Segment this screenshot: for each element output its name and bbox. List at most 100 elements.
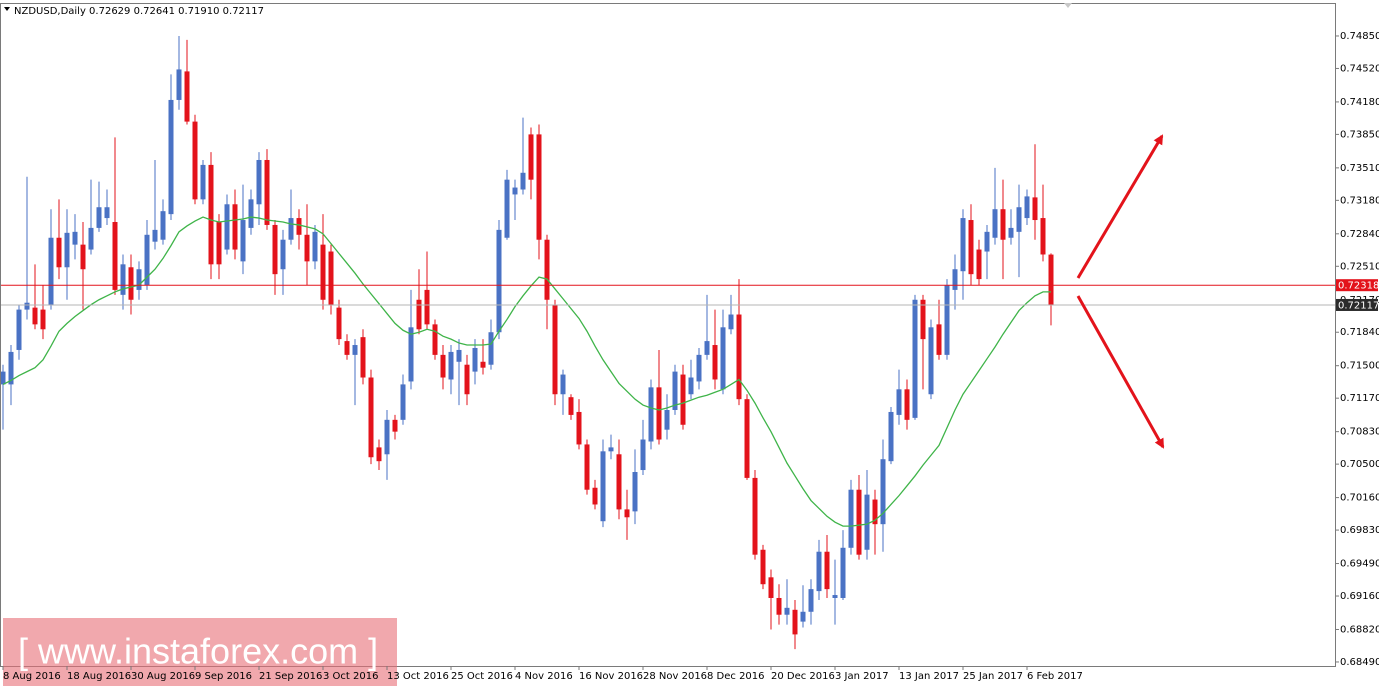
y-tick-label: 0.69160 [1340, 591, 1379, 602]
plot-area [1, 35, 1335, 650]
candle-body [624, 509, 630, 518]
x-tick-label: 25 Jan 2017 [963, 671, 1023, 682]
candle-body [952, 269, 958, 290]
x-tick-label: 13 Oct 2016 [387, 671, 449, 682]
candle-body [208, 164, 214, 265]
candle-body [96, 207, 102, 228]
candle-body [376, 447, 382, 462]
candle-body [232, 204, 238, 250]
candle-body [416, 299, 422, 330]
candle-body [88, 227, 94, 250]
x-tick-label: 30 Aug 2016 [131, 671, 195, 682]
candle-body [904, 389, 910, 420]
y-tick-label: 0.74850 [1340, 31, 1379, 42]
candle-body [736, 314, 742, 400]
y-tick-label: 0.71500 [1340, 361, 1379, 372]
x-tick-label: 3 Jan 2017 [835, 671, 889, 682]
candle-body [280, 239, 286, 270]
candle-body [40, 309, 46, 330]
candle-body [432, 324, 438, 355]
candle-body [1000, 209, 1006, 240]
candle-body [960, 218, 966, 272]
candle-body [792, 609, 798, 635]
candle-body [712, 345, 718, 380]
candle-body [656, 387, 662, 440]
candle-body [808, 589, 814, 612]
candle-body [768, 577, 774, 598]
candle-body [784, 607, 790, 615]
candle-body [104, 207, 110, 219]
candle-body [488, 332, 494, 365]
candle-body [24, 302, 30, 310]
candle-body [48, 237, 54, 305]
candle-body [184, 71, 190, 122]
candle-body [824, 551, 830, 590]
candle-body [672, 371, 678, 410]
candle-body [288, 218, 294, 240]
y-tick-label: 0.73180 [1340, 195, 1379, 206]
candle-body [480, 361, 486, 368]
candle-body [552, 304, 558, 395]
y-tick-label: 0.72510 [1340, 261, 1379, 272]
moving-average [2, 216, 1051, 527]
candle-body [592, 487, 598, 505]
candle-body [440, 354, 446, 378]
y-tick-label: 0.69830 [1340, 525, 1379, 536]
candle-body [72, 231, 78, 245]
candle-body [64, 232, 70, 268]
candle-body [352, 345, 358, 355]
candle-body [400, 384, 406, 420]
candle-body [216, 221, 222, 265]
x-tick-label: 25 Oct 2016 [451, 671, 513, 682]
candle-body [408, 327, 414, 382]
candle-body [112, 221, 118, 290]
candle-body [536, 134, 542, 240]
x-tick-label: 13 Jan 2017 [899, 671, 959, 682]
price-tag-label: 0.72117 [1338, 300, 1379, 311]
candle-body [512, 187, 518, 195]
y-tick-label: 0.74180 [1340, 97, 1379, 108]
candle-body [608, 447, 614, 452]
candle-body [544, 239, 550, 300]
candle-body [560, 374, 566, 395]
candle-body [448, 351, 454, 380]
candle-body [304, 234, 310, 262]
candle-body [704, 341, 710, 355]
candle-body [720, 327, 726, 390]
candle-body [776, 597, 782, 615]
y-tick-label: 0.72840 [1340, 229, 1379, 240]
candle-body [968, 220, 974, 275]
price-tag [1336, 279, 1378, 292]
x-tick-label: 28 Nov 2016 [643, 671, 707, 682]
plot-frame [0, 3, 1336, 667]
candle-body [568, 397, 574, 415]
candle-body [576, 411, 582, 445]
y-tick-label: 0.68490 [1340, 657, 1379, 668]
candle-body [840, 547, 846, 598]
candle-body [152, 229, 158, 242]
x-tick-label: 6 Feb 2017 [1027, 671, 1083, 682]
candle-body [600, 451, 606, 522]
candle-body [984, 231, 990, 252]
candle-body [920, 299, 926, 340]
candle-body [160, 211, 166, 240]
candle-body [632, 472, 638, 512]
candle-body [928, 327, 934, 395]
candle-body [752, 477, 758, 555]
watermark: [ www.instaforex.com ] [18, 631, 378, 672]
arrow-down [1076, 295, 1165, 449]
candle-body [616, 454, 622, 510]
candle-body [192, 121, 198, 200]
candle-body [728, 314, 734, 330]
candle-body [248, 199, 254, 228]
y-tick-label: 0.71170 [1340, 393, 1379, 404]
chart-title: NZDUSD,Daily 0.72629 0.72641 0.71910 0.7… [14, 6, 264, 17]
y-tick-label: 0.69490 [1340, 559, 1379, 570]
candle-body [872, 499, 878, 525]
candle-body [384, 419, 390, 455]
x-tick-label: 4 Nov 2016 [515, 671, 573, 682]
candle-body [320, 244, 326, 300]
candle-body [8, 351, 14, 385]
candle-body [1, 371, 6, 385]
